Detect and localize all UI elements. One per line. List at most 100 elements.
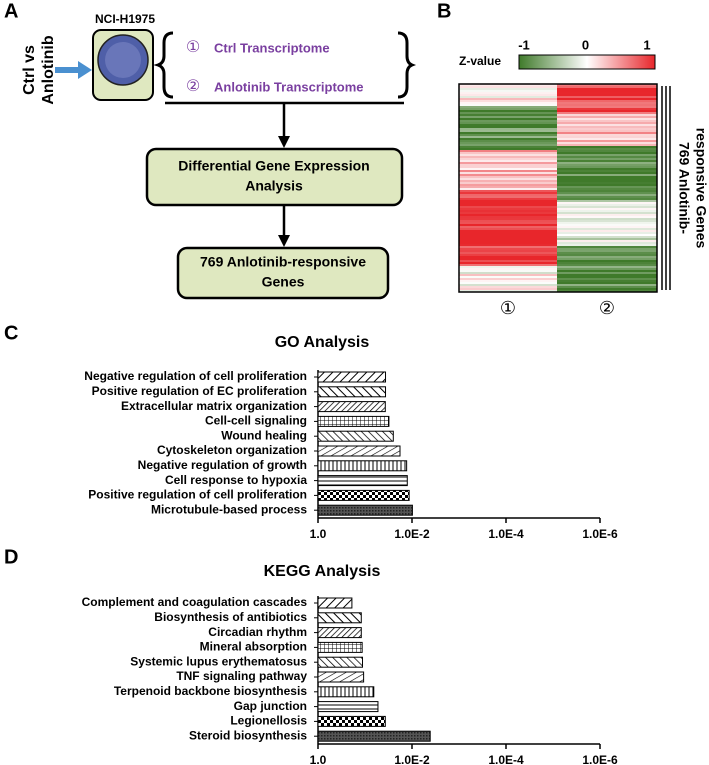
heatmap-stripe (459, 92, 557, 94)
x-tick-label: 1.0E-6 (582, 527, 618, 541)
heatmap-stripe (459, 170, 557, 172)
heatmap-stripe (557, 114, 657, 116)
heatmap-stripe (557, 214, 657, 216)
x-tick-label: 1.0E-4 (488, 527, 524, 541)
row-label: 769 Anlotinib- (676, 142, 692, 234)
heatmap-stripe (557, 268, 657, 270)
x-tick-label: 1.0E-2 (394, 527, 430, 541)
category-label: TNF signaling pathway (176, 669, 307, 683)
colorbar-tick-label: 0 (582, 37, 589, 52)
arrow-head (278, 235, 290, 247)
heatmap-stripe (557, 96, 657, 98)
heatmap-stripe (557, 140, 657, 142)
heatmap-stripe (557, 280, 657, 282)
panel-label: D (4, 546, 18, 568)
heatmap-stripe (459, 160, 557, 162)
heatmap-stripe (557, 162, 657, 164)
category-label: Cytoskeleton organization (157, 443, 307, 457)
heatmap-stripe (459, 168, 557, 170)
category-label: Negative regulation of cell proliferatio… (84, 369, 307, 383)
category-label: Circadian rhythm (208, 625, 307, 639)
heatmap-stripe (459, 140, 557, 142)
heatmap-stripe (459, 258, 557, 260)
heatmap-stripe (459, 146, 557, 148)
heatmap-stripe (557, 168, 657, 170)
row-label: responsive Genes (693, 128, 709, 249)
bar (317, 371, 387, 383)
heatmap-stripe (459, 236, 557, 238)
heatmap-stripe (459, 142, 557, 144)
category-label: Legionellosis (230, 714, 307, 728)
panel-label: C (4, 322, 18, 344)
item-marker: ② (186, 78, 200, 95)
heatmap-stripe (557, 194, 657, 196)
category-label: Gap junction (234, 699, 307, 713)
heatmap-stripe (459, 134, 557, 136)
category-label: Complement and coagulation cascades (82, 595, 308, 609)
heatmap-stripe (557, 84, 657, 86)
heatmap-stripe (459, 224, 557, 226)
heatmap-stripe (459, 132, 557, 134)
heatmap-stripe (459, 96, 557, 98)
item-marker: ① (186, 39, 200, 56)
heatmap-stripe (459, 288, 557, 290)
row-bracket (661, 86, 671, 290)
heatmap-stripe (459, 158, 557, 160)
bar (317, 715, 386, 727)
heatmap-stripe (557, 110, 657, 112)
colorbar (518, 54, 656, 70)
bar (317, 701, 379, 713)
heatmap-stripe (459, 178, 557, 180)
x-tick-label: 1.0E-4 (488, 753, 524, 765)
heatmap-stripe (557, 278, 657, 280)
heatmap-stripe (459, 116, 557, 118)
bracket (153, 31, 174, 99)
heatmap-stripe (557, 108, 657, 110)
bar (317, 401, 386, 413)
category-label: Steroid biosynthesis (189, 728, 307, 742)
heatmap-stripe (459, 154, 557, 156)
step-box (145, 147, 404, 207)
bar (317, 475, 408, 487)
heatmap-stripe (557, 170, 657, 172)
x-tick-label: 1.0 (310, 527, 327, 541)
heatmap-stripe (557, 118, 657, 120)
heatmap-stripe (459, 226, 557, 228)
heatmap-stripe (459, 248, 557, 250)
heatmap-stripe (557, 286, 657, 288)
heatmap-stripe (459, 152, 557, 154)
heatmap-stripe (557, 212, 657, 214)
heatmap-stripe (557, 284, 657, 286)
bar (317, 612, 362, 624)
heatmap-stripe (557, 128, 657, 130)
heatmap-stripe (459, 232, 557, 234)
bar (317, 671, 365, 683)
heatmap-stripe (557, 106, 657, 108)
heatmap-stripe (459, 130, 557, 132)
heatmap-stripe (557, 152, 657, 154)
heatmap-stripe (459, 208, 557, 210)
heatmap-stripe (459, 254, 557, 256)
heatmap-stripe (459, 166, 557, 168)
bar (317, 686, 375, 698)
heatmap-stripe (557, 216, 657, 218)
heatmap-stripe (557, 270, 657, 272)
arrow-head (278, 136, 290, 148)
heatmap-stripe (459, 222, 557, 224)
heatmap-stripe (459, 266, 557, 268)
heatmap-stripe (557, 208, 657, 210)
heatmap-stripe (557, 246, 657, 248)
result-text: Genes (262, 274, 305, 290)
heatmap-stripe (459, 204, 557, 206)
heatmap-stripe (459, 148, 557, 150)
heatmap-stripe (459, 242, 557, 244)
bar (317, 627, 362, 639)
heatmap-stripe (459, 156, 557, 158)
heatmap-stripe (557, 178, 657, 180)
heatmap-stripe (459, 108, 557, 110)
heatmap-stripe (459, 172, 557, 174)
heatmap-stripe (459, 164, 557, 166)
heatmap-stripe (459, 214, 557, 216)
heatmap-stripe (557, 138, 657, 140)
